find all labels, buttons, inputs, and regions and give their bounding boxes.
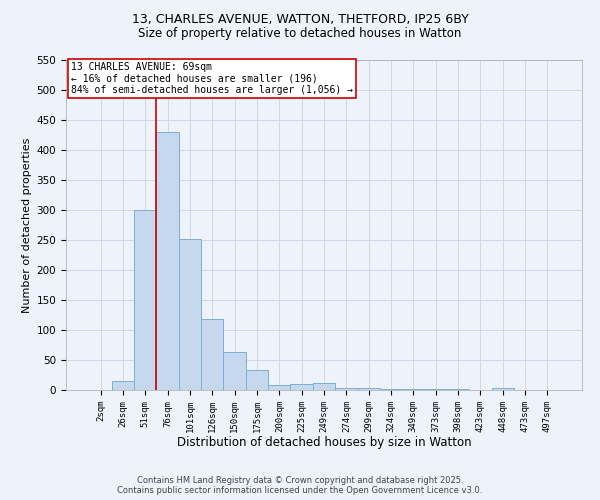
Bar [112, 381, 134, 390]
X-axis label: Distribution of detached houses by size in Watton: Distribution of detached houses by size … [176, 436, 472, 449]
Bar [268, 385, 290, 390]
Bar [201, 319, 223, 390]
Text: 13, CHARLES AVENUE, WATTON, THETFORD, IP25 6BY: 13, CHARLES AVENUE, WATTON, THETFORD, IP… [131, 12, 469, 26]
Bar [134, 210, 157, 390]
Y-axis label: Number of detached properties: Number of detached properties [22, 138, 32, 312]
Bar [179, 239, 201, 390]
Text: Contains HM Land Registry data © Crown copyright and database right 2025.
Contai: Contains HM Land Registry data © Crown c… [118, 476, 482, 495]
Bar [313, 383, 335, 390]
Bar [491, 388, 514, 390]
Text: 13 CHARLES AVENUE: 69sqm
← 16% of detached houses are smaller (196)
84% of semi-: 13 CHARLES AVENUE: 69sqm ← 16% of detach… [71, 62, 353, 95]
Text: Size of property relative to detached houses in Watton: Size of property relative to detached ho… [139, 28, 461, 40]
Bar [246, 370, 268, 390]
Bar [358, 388, 380, 390]
Bar [157, 132, 179, 390]
Bar [223, 352, 246, 390]
Bar [290, 384, 313, 390]
Bar [335, 388, 358, 390]
